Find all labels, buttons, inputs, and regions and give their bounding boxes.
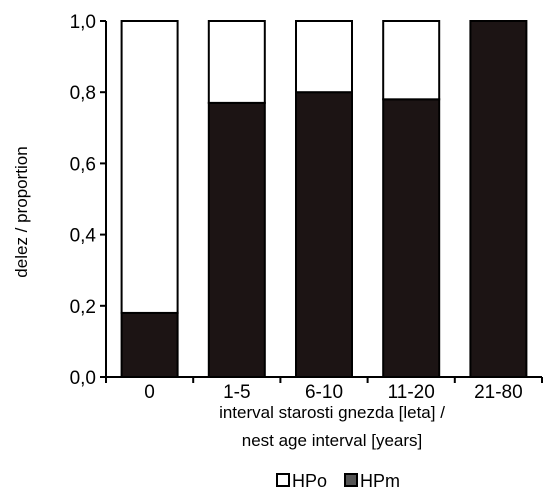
y-tick-label: 1,0 <box>70 12 96 33</box>
bar-hpo-0 <box>122 21 178 313</box>
legend-label-hpm: HPm <box>360 471 400 491</box>
y-axis-title: delez / proportion <box>12 146 31 277</box>
bar-hpm-21-80 <box>470 21 526 377</box>
x-tick-label: 11-20 <box>388 382 435 403</box>
bar-hpm-6-10 <box>296 92 352 377</box>
y-tick-label: 0,8 <box>70 83 96 104</box>
x-axis-title-line-1: interval starosti gnezda [leta] / <box>219 403 445 422</box>
legend-swatch-hpo <box>277 474 289 486</box>
y-tick-label: 0,2 <box>70 297 96 318</box>
x-tick-label: 6-10 <box>305 382 343 403</box>
x-tick-label: 1-5 <box>223 382 250 403</box>
x-tick-label: 0 <box>144 382 155 403</box>
bar-hpm-0 <box>122 313 178 377</box>
bar-hpo-6-10 <box>296 21 352 92</box>
legend-swatch-hpm <box>345 474 357 486</box>
x-axis-title-line-2: nest age interval [years] <box>242 431 422 450</box>
bar-hpm-1-5 <box>209 103 265 377</box>
x-tick-label: 21-80 <box>474 382 523 403</box>
bar-hpo-11-20 <box>383 21 439 99</box>
legend: HPo HPm <box>277 471 400 491</box>
legend-label-hpo: HPo <box>292 471 327 491</box>
y-tick-label: 0,6 <box>70 154 96 175</box>
bar-hpo-1-5 <box>209 21 265 103</box>
bar-hpm-11-20 <box>383 99 439 377</box>
y-tick-label: 0,0 <box>70 368 96 389</box>
y-tick-label: 0,4 <box>70 226 97 247</box>
bars-group <box>122 21 527 377</box>
